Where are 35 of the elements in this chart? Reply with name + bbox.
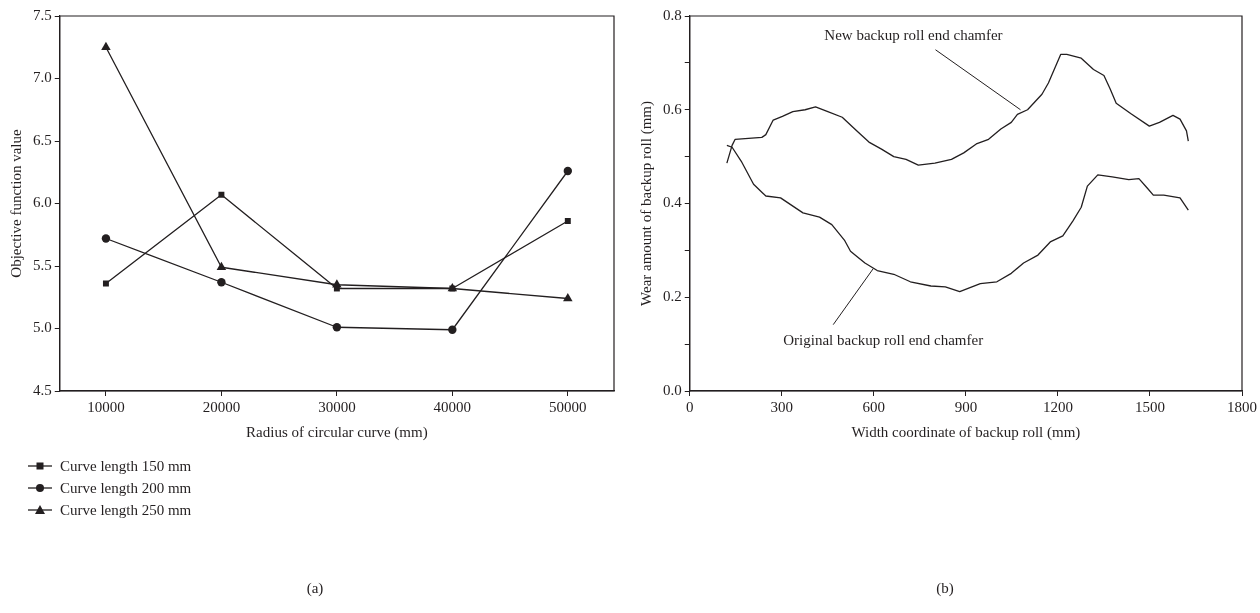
- y-tick-label: 7.5: [33, 6, 52, 23]
- text: (a): [305, 580, 325, 597]
- x-tick-label: 20000: [202, 398, 241, 415]
- x-tick-label: 300: [770, 398, 794, 415]
- y-tick-label: 5.5: [33, 256, 52, 273]
- legend-label: Curve length 150 mm: [60, 457, 192, 475]
- y-tick-label: 6.0: [33, 194, 52, 211]
- legend-label: Curve length 250 mm: [60, 501, 192, 519]
- x-tick-label: 50000: [549, 398, 587, 415]
- y-tick-label: 0.4: [663, 194, 683, 211]
- annotation: New backup roll end chamfer: [824, 26, 1003, 43]
- legend-label: Curve length 200 mm: [60, 479, 192, 497]
- y-tick-label: 0.8: [663, 6, 682, 23]
- x-tick-label: 1500: [1134, 398, 1165, 415]
- annotation: Original backup roll end chamfer: [783, 331, 984, 348]
- x-tick-label: 10000: [87, 398, 125, 415]
- text: (b): [935, 580, 955, 597]
- y-tick-label: 6.5: [33, 131, 52, 148]
- y-tick-label: 0.2: [663, 288, 682, 305]
- y-axis-title: Wear amount of backup roll (mm): [637, 101, 655, 306]
- x-tick-label: 1200: [1042, 398, 1073, 415]
- y-axis-title: Objective function value: [7, 129, 24, 278]
- y-tick-label: 5.0: [33, 319, 52, 336]
- y-tick-label: 4.5: [33, 381, 52, 398]
- x-tick-label: 900: [954, 398, 978, 415]
- x-tick-label: 600: [862, 398, 886, 415]
- x-axis-title: Width coordinate of backup roll (mm): [851, 423, 1081, 441]
- y-tick-label: 7.0: [33, 69, 52, 86]
- x-tick-label: 40000: [433, 398, 472, 415]
- y-tick-label: 0.0: [663, 381, 682, 398]
- x-tick-label: 30000: [318, 398, 356, 415]
- x-axis-title: Radius of circular curve (mm): [246, 423, 428, 441]
- x-tick-label: 0: [686, 398, 694, 415]
- x-tick-label: 1800: [1227, 398, 1257, 415]
- y-tick-label: 0.6: [663, 100, 683, 117]
